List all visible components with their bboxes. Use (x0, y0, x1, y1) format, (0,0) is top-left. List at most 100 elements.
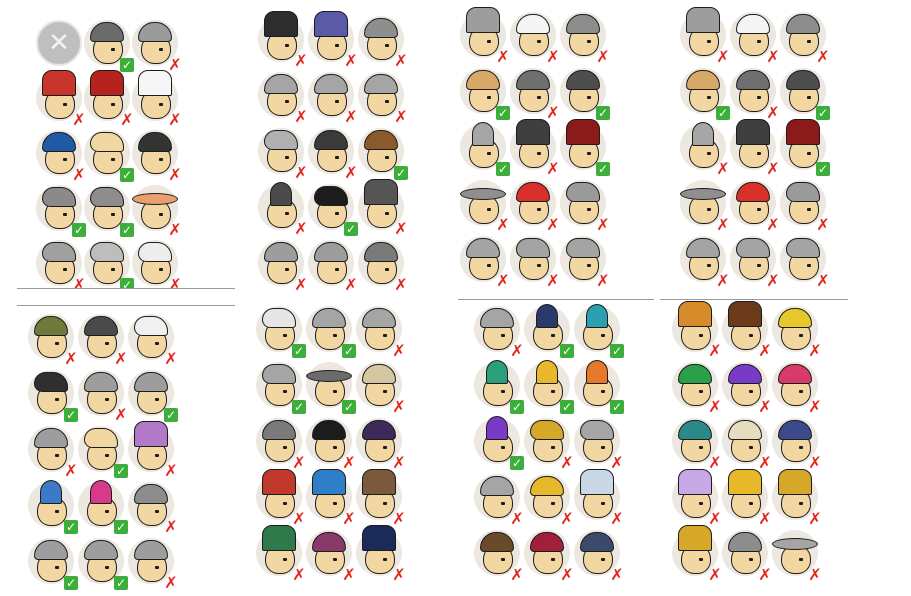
hat-item[interactable]: ✗ (258, 238, 308, 292)
hat-item[interactable]: ✓ (560, 66, 610, 122)
hat-item[interactable]: ✗ (356, 416, 406, 472)
hat-item[interactable]: ✗ (358, 70, 408, 126)
hat-item[interactable]: ✓ (560, 119, 610, 178)
hat-item[interactable]: ✗ (722, 469, 772, 528)
hat-item[interactable]: ✗ (574, 416, 624, 472)
hat-item[interactable]: ✓ (460, 122, 510, 178)
hat-item[interactable]: ✗ (672, 360, 722, 416)
hat-item[interactable]: ✓ (780, 66, 830, 122)
hat-item[interactable]: ✗ (722, 416, 772, 472)
hat-item[interactable]: ✗ (560, 178, 610, 234)
hat-item[interactable]: ✓ (36, 183, 86, 239)
hat-item[interactable]: ✓ (78, 536, 128, 592)
hat-item[interactable]: ✗ (356, 304, 406, 360)
hat-item[interactable]: ✓ (78, 480, 128, 536)
hat-item[interactable]: ✗ (780, 234, 830, 290)
hat-item[interactable]: ✗ (78, 368, 128, 424)
hat-item[interactable]: ✗ (358, 14, 408, 70)
hat-item[interactable]: ✗ (730, 66, 780, 122)
hat-item[interactable]: ✓ (780, 119, 830, 178)
hat-item[interactable]: ✓ (84, 128, 134, 184)
hat-item[interactable]: ✓ (574, 304, 624, 360)
hat-item[interactable]: ✓ (84, 238, 134, 288)
hat-item[interactable]: ✗ (356, 525, 406, 584)
hat-item[interactable]: ✗ (474, 304, 524, 360)
hat-item[interactable]: ✗ (306, 416, 356, 472)
hat-item[interactable]: ✗ (256, 416, 306, 472)
hat-item[interactable]: ✗ (780, 178, 830, 234)
hat-item[interactable]: ✗ (256, 525, 306, 584)
hat-item[interactable]: ✗ (308, 70, 358, 126)
hat-item[interactable]: ✗ (510, 10, 560, 66)
hat-item[interactable]: ✗ (256, 469, 306, 528)
hat-item[interactable]: ✗ (306, 469, 356, 528)
hat-item[interactable]: ✗ (308, 126, 358, 182)
hat-item[interactable]: ✗ (258, 126, 308, 182)
hat-item[interactable]: ✓ (28, 368, 78, 424)
hat-item[interactable]: ✗ (722, 360, 772, 416)
hat-item[interactable]: ✗ (128, 312, 178, 368)
hat-item[interactable]: ✗ (574, 528, 624, 584)
hat-item[interactable]: ✗ (128, 480, 178, 536)
hat-item[interactable]: ✓ (84, 183, 134, 239)
hat-item[interactable]: ✗ (510, 234, 560, 290)
hat-item[interactable]: ✗ (128, 536, 178, 592)
hat-item[interactable]: ✗ (474, 528, 524, 584)
hat-item[interactable]: ✗ (132, 70, 182, 129)
hat-item[interactable]: ✗ (128, 421, 178, 480)
hat-item[interactable]: ✓ (84, 18, 134, 74)
hat-item[interactable]: ✓ (574, 360, 624, 416)
hat-item[interactable]: ✗ (560, 10, 610, 66)
hat-item[interactable]: ✗ (524, 528, 574, 584)
hat-item[interactable]: ✗ (28, 312, 78, 368)
hat-item[interactable]: ✗ (730, 119, 780, 178)
hat-item[interactable]: ✗ (474, 472, 524, 528)
hat-item[interactable]: ✗ (672, 525, 722, 584)
hat-item[interactable]: ✗ (460, 234, 510, 290)
hat-item[interactable]: ✗ (258, 11, 308, 70)
hat-item[interactable]: ✗ (560, 234, 610, 290)
hat-item[interactable]: ✗ (772, 304, 822, 360)
hat-item[interactable]: ✓ (474, 360, 524, 416)
hat-item[interactable]: ✗ (772, 416, 822, 472)
hat-item[interactable]: ✗ (730, 234, 780, 290)
hat-item[interactable]: ✓ (680, 66, 730, 122)
hat-item[interactable]: ✗ (772, 469, 822, 528)
hat-item[interactable]: ✓ (524, 360, 574, 416)
hat-item[interactable]: ✗ (460, 7, 510, 66)
hat-item[interactable]: ✗ (730, 10, 780, 66)
hat-item[interactable]: ✗ (780, 10, 830, 66)
hat-item[interactable]: ✗ (132, 238, 182, 288)
hat-item[interactable]: ✗ (460, 178, 510, 234)
hat-item[interactable]: ✓ (358, 126, 408, 182)
remove-hat-button[interactable]: ✕ (36, 20, 82, 66)
hat-item[interactable]: ✓ (306, 360, 356, 416)
hat-item[interactable]: ✓ (306, 304, 356, 360)
hat-item[interactable]: ✗ (358, 238, 408, 292)
hat-item[interactable]: ✗ (524, 416, 574, 472)
hat-item[interactable]: ✓ (524, 304, 574, 360)
hat-item[interactable]: ✗ (358, 179, 408, 238)
hat-item[interactable]: ✗ (132, 18, 182, 74)
hat-item[interactable]: ✗ (672, 416, 722, 472)
hat-item[interactable]: ✗ (258, 182, 308, 238)
hat-item[interactable]: ✓ (128, 368, 178, 424)
hat-item[interactable]: ✗ (36, 128, 86, 184)
hat-item[interactable]: ✗ (680, 122, 730, 178)
hat-item[interactable]: ✗ (36, 70, 86, 129)
hat-item[interactable]: ✗ (258, 70, 308, 126)
hat-item[interactable]: ✓ (78, 424, 128, 480)
hat-item[interactable]: ✗ (132, 128, 182, 184)
hat-item[interactable]: ✓ (256, 360, 306, 416)
hat-item[interactable]: ✓ (460, 66, 510, 122)
hat-item[interactable]: ✗ (308, 238, 358, 292)
hat-item[interactable]: ✗ (672, 301, 722, 360)
hat-item[interactable]: ✗ (772, 360, 822, 416)
hat-item[interactable]: ✗ (772, 528, 822, 584)
hat-item[interactable]: ✗ (510, 66, 560, 122)
hat-item[interactable]: ✗ (78, 312, 128, 368)
hat-item[interactable]: ✓ (308, 182, 358, 238)
hat-item[interactable]: ✗ (36, 238, 86, 288)
hat-item[interactable]: ✗ (722, 528, 772, 584)
hat-item[interactable]: ✗ (510, 178, 560, 234)
